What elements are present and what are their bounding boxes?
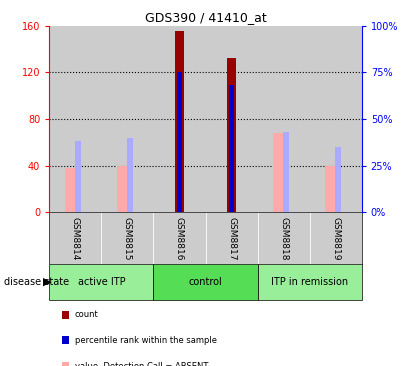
FancyBboxPatch shape [309, 212, 362, 264]
Text: GSM8817: GSM8817 [227, 217, 236, 261]
FancyBboxPatch shape [153, 264, 258, 300]
Bar [65, 168, 76, 212]
Bar [206, 26, 258, 212]
Bar [49, 26, 102, 212]
Bar [153, 26, 206, 212]
Bar [258, 26, 309, 212]
FancyBboxPatch shape [206, 212, 258, 264]
Text: control: control [189, 277, 222, 287]
Bar [178, 72, 182, 212]
Text: GSM8816: GSM8816 [175, 217, 184, 261]
Bar [273, 133, 285, 212]
Text: GSM8819: GSM8819 [331, 217, 340, 261]
Text: GSM8818: GSM8818 [279, 217, 288, 261]
Text: ▶: ▶ [43, 277, 51, 287]
FancyBboxPatch shape [258, 264, 362, 300]
FancyBboxPatch shape [102, 212, 153, 264]
FancyBboxPatch shape [153, 212, 206, 264]
Text: ITP in remission: ITP in remission [271, 277, 348, 287]
Text: percentile rank within the sample: percentile rank within the sample [75, 336, 217, 345]
Bar [102, 26, 153, 212]
Bar [229, 85, 233, 212]
Bar [175, 31, 184, 212]
Bar [283, 132, 289, 212]
Bar [309, 26, 362, 212]
Text: disease state: disease state [4, 277, 69, 287]
Bar [75, 141, 81, 212]
Bar [117, 165, 129, 212]
FancyBboxPatch shape [258, 212, 309, 264]
Bar [127, 138, 133, 212]
Text: GSM8815: GSM8815 [123, 217, 132, 261]
Bar [326, 165, 337, 212]
FancyBboxPatch shape [49, 212, 102, 264]
Title: GDS390 / 41410_at: GDS390 / 41410_at [145, 11, 266, 25]
FancyBboxPatch shape [49, 264, 153, 300]
Text: GSM8814: GSM8814 [71, 217, 80, 261]
Text: active ITP: active ITP [78, 277, 125, 287]
Text: count: count [75, 310, 99, 319]
Bar [335, 147, 341, 212]
Text: value, Detection Call = ABSENT: value, Detection Call = ABSENT [75, 362, 208, 366]
Bar [227, 58, 236, 212]
